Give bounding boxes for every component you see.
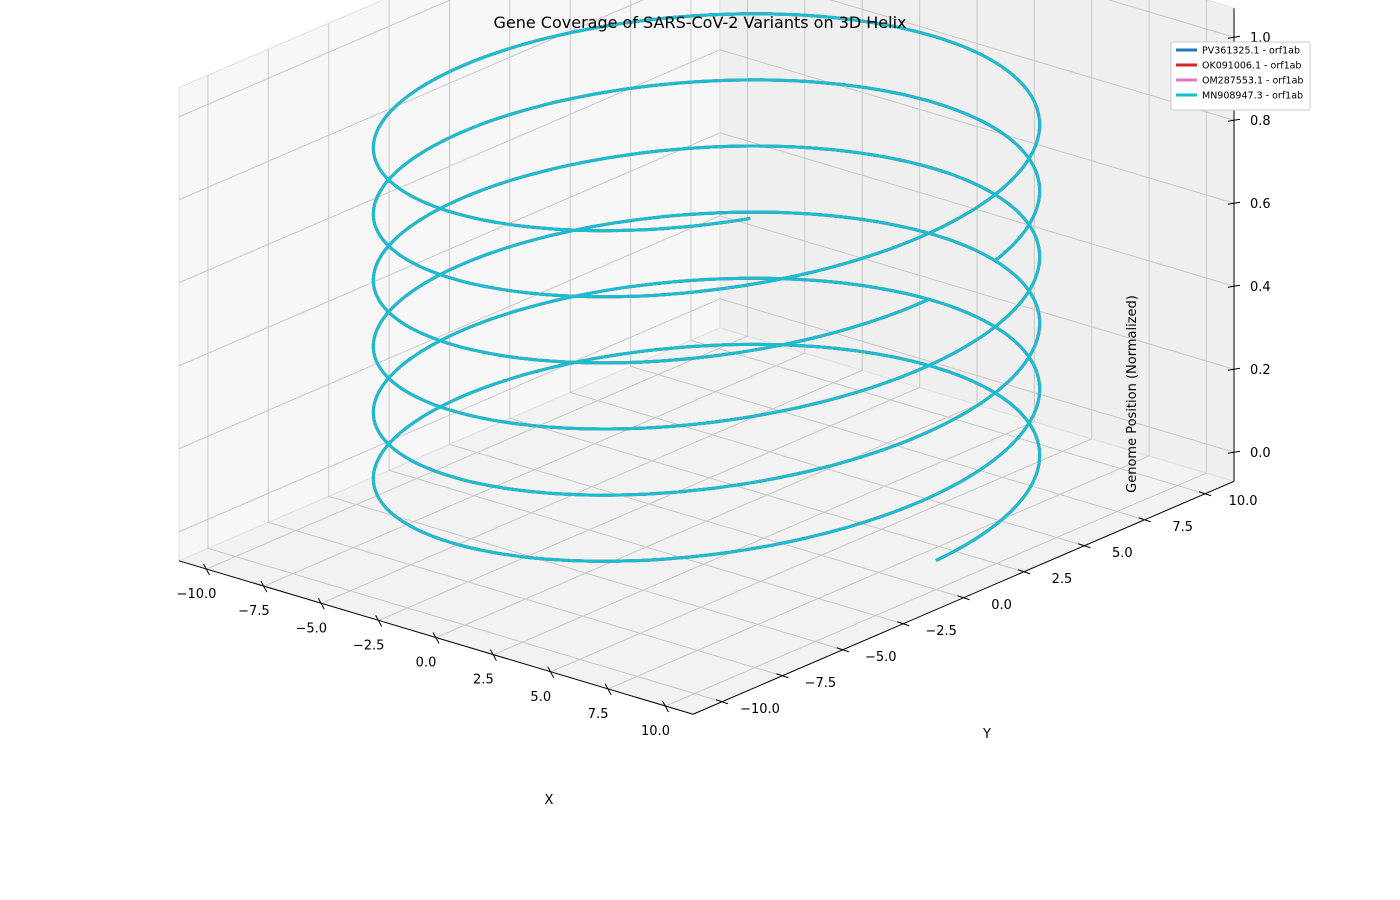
x-gridline <box>206 0 748 570</box>
x-tick-label: −7.5 <box>238 604 270 619</box>
z-gridline <box>178 49 1235 284</box>
z-tick-label: 0.4 <box>1250 280 1271 295</box>
y-tick-mark <box>836 647 849 653</box>
y-tick-mark <box>1138 517 1151 523</box>
y-gridline <box>690 0 1206 495</box>
x-gridline <box>493 0 1035 656</box>
x-tick-mark <box>317 598 325 610</box>
z-tick-mark <box>1227 201 1241 205</box>
y-tick-label: −5.0 <box>865 650 897 665</box>
legend-label: PV361325.1 - orf1ab <box>1202 46 1300 57</box>
y-tick-mark <box>776 673 789 679</box>
x-gridline <box>550 0 1093 673</box>
z-tick-mark <box>1227 367 1241 371</box>
x-tick-mark <box>260 580 268 593</box>
y-tick-mark <box>1017 569 1031 575</box>
y-tick-label: −10.0 <box>740 702 780 717</box>
y-tick-label: 7.5 <box>1172 520 1193 535</box>
y-tick-mark <box>957 595 970 601</box>
y-gridline <box>328 23 843 651</box>
x-axis-label: X <box>545 793 554 808</box>
legend-label: MN908947.3 - orf1ab <box>1202 91 1303 102</box>
x-gridline <box>321 0 863 604</box>
x-tick-label: 5.0 <box>530 690 551 705</box>
z-tick-mark <box>1227 35 1241 39</box>
z-tick-label: 0.0 <box>1250 446 1271 461</box>
legend-label: OK091006.1 - orf1ab <box>1202 61 1301 72</box>
y-tick-mark <box>1078 543 1091 549</box>
series-layer <box>371 12 1042 563</box>
z-tick-label: 0.8 <box>1250 114 1271 129</box>
y-tick-label: 5.0 <box>1112 546 1133 561</box>
x-tick-label: 7.5 <box>588 707 609 722</box>
y-tick-mark <box>897 621 910 627</box>
x-gridline <box>263 0 806 587</box>
legend-frame <box>1170 41 1311 111</box>
y-tick-label: −7.5 <box>805 676 837 691</box>
y-axis-label: Y <box>982 727 991 742</box>
x-tick-mark <box>432 632 440 644</box>
y-gridline <box>388 0 904 625</box>
z-tick-label: 0.2 <box>1250 363 1271 378</box>
x-tick-label: 2.5 <box>473 673 494 688</box>
x-tick-label: −10.0 <box>177 587 217 602</box>
y-gridline <box>569 0 1085 547</box>
x-tick-mark <box>489 649 497 661</box>
z-gridline <box>178 298 1235 533</box>
x-tick-mark <box>547 666 555 679</box>
y-gridline <box>630 0 1145 521</box>
z-gridline <box>178 0 1235 118</box>
x-tick-label: −2.5 <box>353 638 385 653</box>
x-gridline <box>378 0 921 621</box>
z-gridline <box>178 0 1235 201</box>
z-axis-label: Genome Position (Normalized) <box>1125 295 1140 493</box>
x-tick-mark <box>662 700 669 713</box>
x-tick-mark <box>375 615 383 627</box>
y-tick-label: 10.0 <box>1229 494 1258 509</box>
x-tick-mark <box>604 683 612 696</box>
legend: PV361325.1 - orf1ab OK091006.1 - orf1ab OM… <box>1170 41 1311 111</box>
z-tick-mark <box>1227 284 1241 288</box>
x-gridline <box>607 0 1150 690</box>
x-gridline <box>665 0 1207 707</box>
x-tick-label: −5.0 <box>295 621 327 636</box>
x-tick-mark <box>203 563 210 576</box>
series-line-MN908947.3 <box>371 12 1042 563</box>
x-tick-label: 10.0 <box>641 724 670 739</box>
legend-label: OM287553.1 - orf1ab <box>1202 76 1303 87</box>
y-gridline <box>207 75 723 703</box>
z-tick-label: 0.6 <box>1250 197 1271 212</box>
chart-title: Gene Coverage of SARS-CoV-2 Variants on … <box>493 13 906 32</box>
y-gridline <box>448 0 964 599</box>
x-tick-label: 0.0 <box>416 656 437 671</box>
y-gridline <box>509 0 1025 573</box>
z-tick-mark <box>1227 118 1241 122</box>
y-tick-label: 0.0 <box>991 598 1012 613</box>
z-tick-mark <box>1227 450 1241 454</box>
y-tick-mark <box>1198 491 1212 497</box>
y-tick-mark <box>715 699 729 705</box>
tick-labels: −10.0 −7.5 −5.0 −2.5 0.0 2.5 5.0 7.5 10.0 −10.0 −7… <box>177 31 1271 739</box>
y-tick-label: −2.5 <box>925 624 957 639</box>
z-gridline <box>178 132 1235 367</box>
y-tick-label: 2.5 <box>1052 572 1073 587</box>
z-gridline <box>178 215 1235 450</box>
y-gridline <box>267 49 783 677</box>
